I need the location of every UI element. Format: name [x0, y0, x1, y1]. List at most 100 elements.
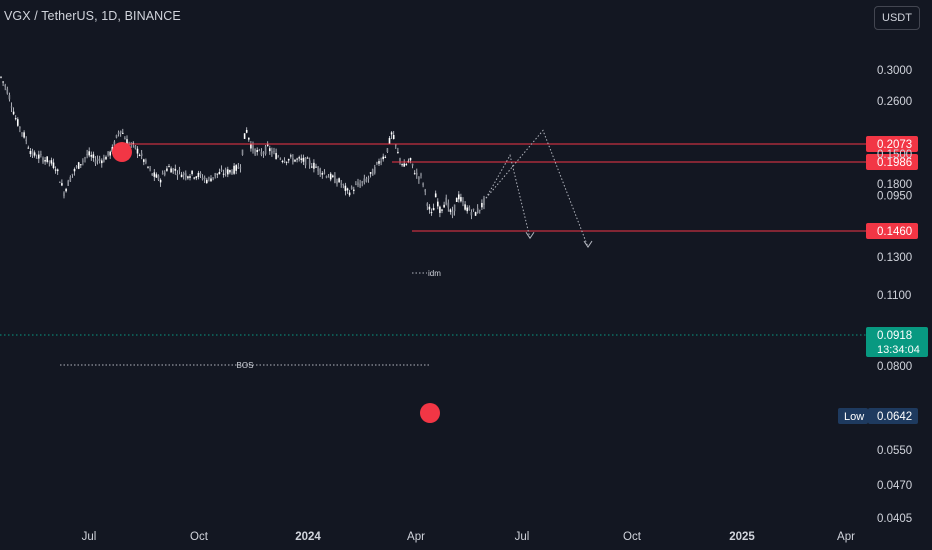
candle-body — [50, 160, 53, 164]
y-tick-label: 0.2600 — [877, 96, 912, 108]
countdown-label: 13:34:04 — [877, 344, 920, 356]
y-tick-label: 0.3000 — [877, 65, 912, 77]
candle-body — [224, 169, 227, 173]
candle-body — [315, 166, 317, 168]
candle-body — [172, 168, 174, 173]
candle-body — [48, 160, 51, 162]
candle-body — [323, 172, 326, 174]
level-price-tag — [866, 136, 918, 152]
candle-body — [262, 152, 265, 154]
candle-body — [260, 151, 263, 155]
candle-body — [466, 207, 468, 212]
candle-body — [390, 132, 393, 135]
candle-body — [447, 202, 450, 208]
candle-body — [281, 161, 284, 163]
low-tag-box — [838, 408, 868, 424]
level-price-tag — [866, 223, 918, 239]
candle-body — [92, 154, 95, 158]
x-tick-label: Jul — [515, 531, 530, 543]
candle-body — [313, 162, 315, 169]
candle-body — [338, 178, 340, 183]
candle-body — [25, 139, 27, 142]
x-tick-label: Oct — [190, 531, 209, 543]
candle-body — [287, 158, 290, 161]
candle-body — [298, 157, 300, 159]
candle-body — [353, 189, 355, 191]
price-axis[interactable]: 0.3000 0.2600 0.1800 0.1500 0.1300 0.1100 0.09… — [877, 65, 912, 525]
candle-body — [409, 157, 412, 161]
candle-body — [361, 181, 363, 183]
candle-body — [193, 177, 195, 179]
candle-body — [206, 179, 208, 183]
candle-body — [88, 151, 90, 156]
candle-body — [332, 175, 334, 178]
candle-body — [149, 168, 151, 170]
time-axis[interactable]: Jul Oct 2024 Apr Jul Oct 2025 Apr — [82, 531, 855, 543]
candle-body — [416, 172, 418, 175]
candle-body — [63, 192, 65, 197]
candle-body — [453, 204, 456, 212]
candle-body — [441, 209, 443, 211]
y-tick-label: 0.0800 — [877, 361, 912, 373]
candle-body — [334, 175, 336, 183]
candle-body — [138, 154, 141, 156]
candle-body — [185, 173, 187, 178]
candle-body — [75, 166, 78, 168]
candle-body — [140, 153, 143, 156]
candle-body — [136, 148, 139, 154]
candle-body — [117, 132, 120, 135]
candle-body — [476, 208, 479, 213]
candle-body — [122, 132, 124, 134]
candle-body — [327, 176, 330, 178]
candle-body — [432, 207, 435, 211]
candle-body — [311, 166, 313, 168]
candle-body — [237, 166, 240, 169]
x-tick-label: Apr — [837, 531, 855, 543]
candle-body — [73, 168, 76, 172]
candle-body — [325, 176, 328, 178]
candle-body — [285, 161, 288, 163]
candle-body — [52, 162, 55, 169]
candle-body — [168, 166, 170, 168]
candle-body — [210, 178, 212, 182]
chart-annotations: BOS idm — [60, 142, 441, 423]
candle-body — [374, 167, 376, 174]
candle-body — [155, 174, 158, 178]
candle-body — [176, 173, 179, 176]
candle-body — [235, 165, 237, 171]
candle-body — [350, 186, 353, 190]
candle-body — [384, 156, 387, 158]
candle-body — [271, 151, 273, 154]
candle-body — [178, 169, 181, 171]
candle-body — [69, 177, 72, 182]
candle-body — [86, 153, 88, 156]
candle-body — [67, 180, 69, 186]
candle-body — [220, 169, 223, 171]
candle-body — [182, 173, 185, 176]
low-price-tag — [868, 408, 918, 424]
candle-body — [418, 176, 420, 180]
candle-body — [65, 188, 67, 192]
candle-body — [365, 178, 368, 182]
candle-body — [113, 141, 116, 147]
candle-body — [292, 158, 294, 163]
level-price-label: 0.1986 — [877, 157, 912, 169]
projection-paths — [485, 129, 593, 248]
candle-body — [164, 172, 166, 175]
candle-body — [187, 176, 189, 179]
candle-body — [174, 168, 177, 171]
candle-body — [386, 148, 389, 153]
candle-body — [82, 160, 84, 162]
x-tick-label: Jul — [82, 531, 97, 543]
level-price-tag — [866, 154, 918, 170]
candle-body — [283, 160, 286, 163]
level-price-label: 0.2073 — [877, 139, 912, 151]
candle-body — [378, 161, 380, 164]
candle-body — [399, 158, 401, 161]
candle-body — [250, 144, 252, 149]
currency-button[interactable]: USDT — [874, 6, 920, 30]
y-tick-label: 0.0550 — [877, 445, 912, 457]
horizontal-levels: 0.2073 0.1986 0.1460 0.0918 13:34:04 Low 0.064… — [0, 136, 928, 424]
bos-label: BOS — [237, 361, 254, 370]
